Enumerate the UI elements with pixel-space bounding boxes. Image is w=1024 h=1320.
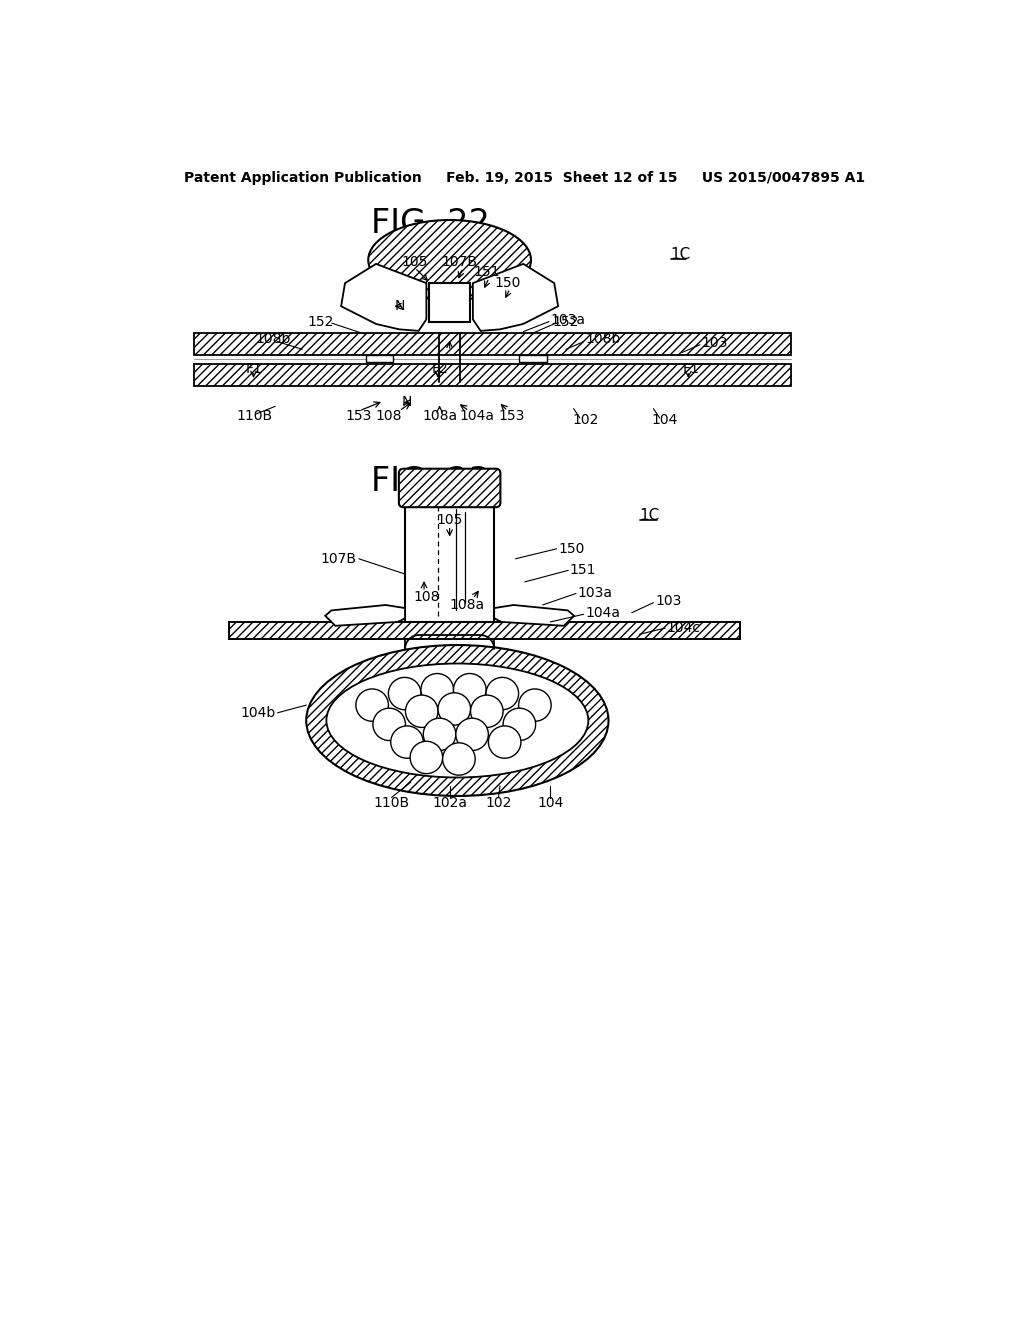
- Circle shape: [454, 673, 486, 706]
- Bar: [194, 364, 791, 385]
- Text: 102a: 102a: [432, 796, 467, 810]
- Bar: [194, 364, 791, 385]
- Circle shape: [423, 718, 456, 751]
- Text: N: N: [402, 396, 413, 409]
- Circle shape: [356, 689, 388, 721]
- Text: 150: 150: [558, 541, 585, 556]
- Text: 110B: 110B: [237, 409, 272, 424]
- Circle shape: [503, 709, 536, 741]
- Text: 103a: 103a: [578, 586, 612, 601]
- Text: 104: 104: [652, 413, 678, 428]
- Text: 103: 103: [655, 594, 681, 609]
- Text: 152: 152: [307, 314, 334, 329]
- Text: 152: 152: [553, 314, 579, 329]
- Text: F2: F2: [432, 362, 449, 376]
- Text: 102: 102: [572, 413, 598, 428]
- Text: 1C: 1C: [671, 247, 691, 263]
- Text: N: N: [394, 300, 404, 313]
- Text: 153: 153: [346, 409, 372, 424]
- Text: FIG. 23: FIG. 23: [371, 466, 489, 499]
- Text: 108: 108: [375, 409, 401, 424]
- Bar: [194, 333, 791, 355]
- Bar: [519, 355, 547, 363]
- Text: 108: 108: [413, 590, 439, 605]
- Polygon shape: [495, 605, 574, 626]
- Circle shape: [442, 743, 475, 775]
- Text: 151: 151: [473, 265, 500, 280]
- Text: F1: F1: [246, 362, 263, 376]
- Text: 103a: 103a: [550, 313, 586, 327]
- Circle shape: [406, 696, 438, 727]
- Text: 108a: 108a: [450, 598, 484, 612]
- Text: 104a: 104a: [586, 606, 621, 619]
- Bar: [429, 284, 470, 322]
- Circle shape: [421, 673, 454, 706]
- Bar: [406, 503, 495, 622]
- Polygon shape: [473, 264, 558, 331]
- Circle shape: [388, 677, 421, 710]
- Ellipse shape: [327, 664, 589, 777]
- Text: 107B: 107B: [321, 552, 356, 566]
- Circle shape: [518, 689, 551, 721]
- Text: 1C: 1C: [640, 508, 659, 523]
- Text: 105: 105: [401, 255, 428, 269]
- Text: 153: 153: [499, 409, 525, 424]
- Polygon shape: [341, 264, 426, 331]
- Bar: [367, 355, 393, 363]
- Text: 150: 150: [495, 276, 521, 290]
- Text: Patent Application Publication     Feb. 19, 2015  Sheet 12 of 15     US 2015/004: Patent Application Publication Feb. 19, …: [184, 170, 865, 185]
- Circle shape: [486, 677, 518, 710]
- Polygon shape: [326, 605, 406, 626]
- Text: 104b: 104b: [240, 706, 275, 719]
- Text: 104c: 104c: [667, 622, 700, 635]
- Text: 105: 105: [436, 513, 463, 527]
- Text: 151: 151: [569, 564, 596, 577]
- Text: 110B: 110B: [374, 796, 410, 810]
- Text: 107B: 107B: [441, 255, 478, 269]
- Text: 108b: 108b: [256, 333, 291, 346]
- Text: FIG. 22: FIG. 22: [371, 207, 489, 240]
- Bar: [228, 622, 740, 639]
- Circle shape: [410, 742, 442, 774]
- Text: 102: 102: [485, 796, 512, 810]
- Circle shape: [391, 726, 423, 758]
- Circle shape: [488, 726, 521, 758]
- Circle shape: [373, 709, 406, 741]
- Ellipse shape: [369, 220, 531, 300]
- Text: 108b: 108b: [586, 333, 621, 346]
- Text: 104: 104: [538, 796, 563, 810]
- Circle shape: [471, 696, 503, 727]
- Circle shape: [438, 693, 471, 725]
- Bar: [194, 333, 791, 355]
- Text: 108a: 108a: [422, 409, 457, 424]
- Bar: [228, 622, 740, 639]
- Ellipse shape: [306, 645, 608, 796]
- FancyBboxPatch shape: [399, 469, 501, 507]
- Circle shape: [456, 718, 488, 751]
- Text: 104a: 104a: [459, 409, 495, 424]
- Text: F1: F1: [682, 362, 699, 376]
- Text: 103: 103: [701, 337, 728, 350]
